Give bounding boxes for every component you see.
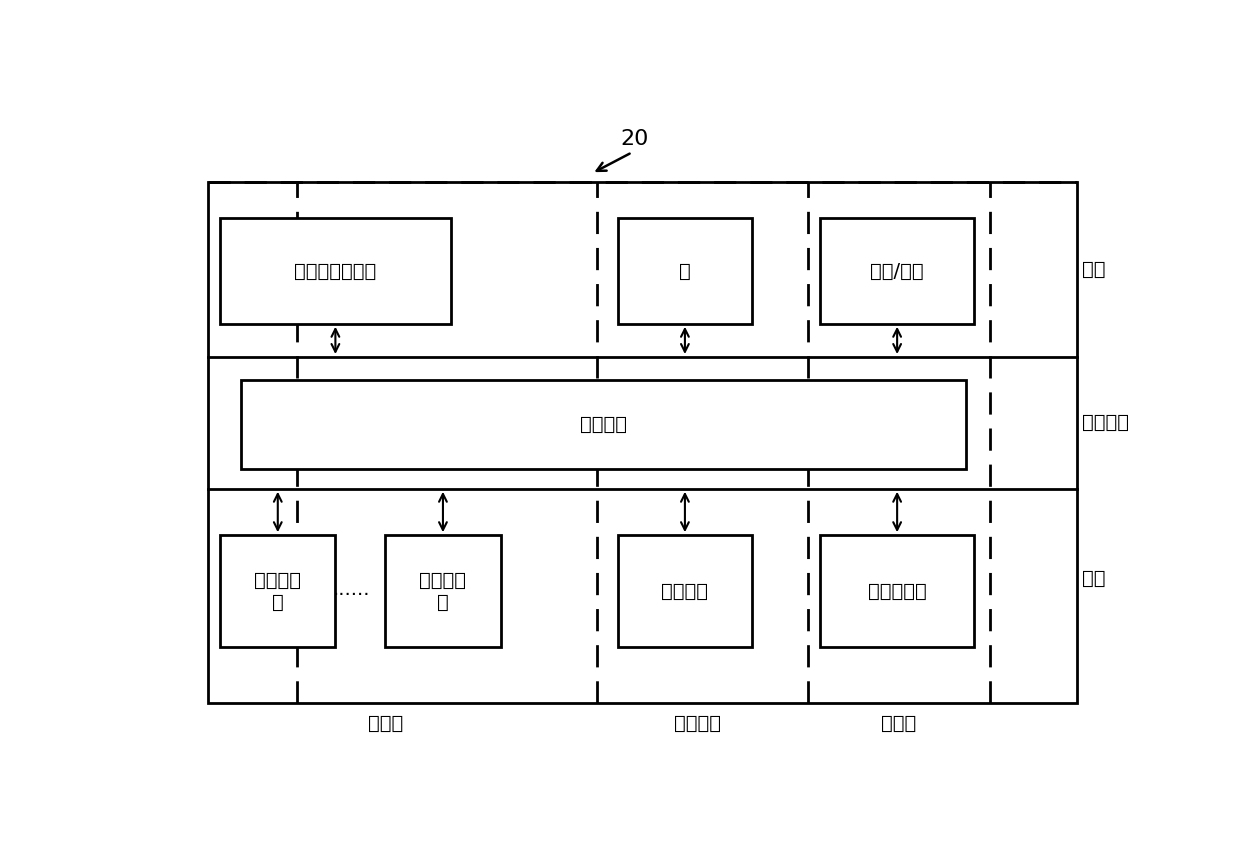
Bar xyxy=(820,535,974,647)
Bar xyxy=(385,535,501,647)
Text: 锁: 锁 xyxy=(679,261,691,280)
Text: ......: ...... xyxy=(333,580,370,599)
Bar xyxy=(242,380,966,469)
Bar xyxy=(618,535,752,647)
Bar xyxy=(208,182,1077,704)
Bar xyxy=(221,535,336,647)
Text: 访问服务器: 访问服务器 xyxy=(867,582,927,601)
Bar xyxy=(618,219,752,324)
Text: 锁服务层: 锁服务层 xyxy=(674,714,721,733)
Text: 访问层: 访问层 xyxy=(881,714,917,733)
Text: 锁服务器: 锁服务器 xyxy=(662,582,709,601)
Text: 操作系统: 操作系统 xyxy=(580,415,627,434)
Text: 事务/操作: 事务/操作 xyxy=(870,261,924,280)
Bar xyxy=(221,219,451,324)
Text: 20: 20 xyxy=(621,129,649,149)
Text: 操作系统: 操作系统 xyxy=(1083,413,1130,433)
Text: 硬件: 硬件 xyxy=(1083,568,1106,587)
Text: 存储层: 存储层 xyxy=(368,714,403,733)
Text: 应用: 应用 xyxy=(1083,260,1106,279)
Text: 数据库（软件）: 数据库（软件） xyxy=(295,261,377,280)
Text: 存储服务
器: 存储服务 器 xyxy=(254,571,301,612)
Text: 存储服务
器: 存储服务 器 xyxy=(420,571,466,612)
Bar xyxy=(820,219,974,324)
